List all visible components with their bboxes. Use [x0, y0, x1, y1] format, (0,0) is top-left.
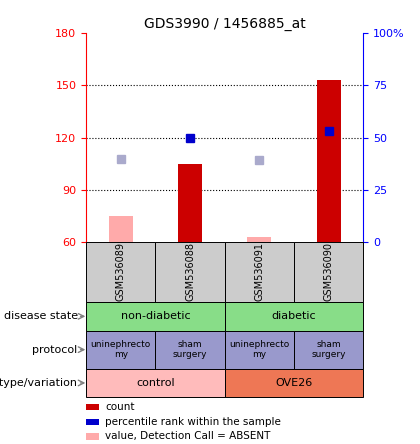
Text: GSM536090: GSM536090 — [324, 242, 333, 301]
Text: genotype/variation: genotype/variation — [0, 378, 78, 388]
Text: uninephrecto
my: uninephrecto my — [229, 340, 289, 359]
Bar — [317, 80, 341, 242]
Text: sham
surgery: sham surgery — [311, 340, 346, 359]
Text: GSM536089: GSM536089 — [116, 242, 126, 301]
Text: percentile rank within the sample: percentile rank within the sample — [105, 417, 281, 427]
Text: protocol: protocol — [32, 345, 78, 355]
Bar — [178, 164, 202, 242]
Text: GSM536091: GSM536091 — [255, 242, 264, 301]
Text: value, Detection Call = ABSENT: value, Detection Call = ABSENT — [105, 432, 270, 441]
Text: disease state: disease state — [4, 311, 78, 321]
Text: sham
surgery: sham surgery — [173, 340, 207, 359]
Text: diabetic: diabetic — [272, 311, 316, 321]
Bar — [247, 237, 271, 242]
Text: non-diabetic: non-diabetic — [121, 311, 190, 321]
Title: GDS3990 / 1456885_at: GDS3990 / 1456885_at — [144, 17, 306, 31]
Bar — [109, 216, 133, 242]
Text: OVE26: OVE26 — [276, 378, 312, 388]
Text: GSM536088: GSM536088 — [185, 242, 195, 301]
Text: uninephrecto
my: uninephrecto my — [91, 340, 151, 359]
Text: count: count — [105, 402, 134, 412]
Text: control: control — [136, 378, 175, 388]
